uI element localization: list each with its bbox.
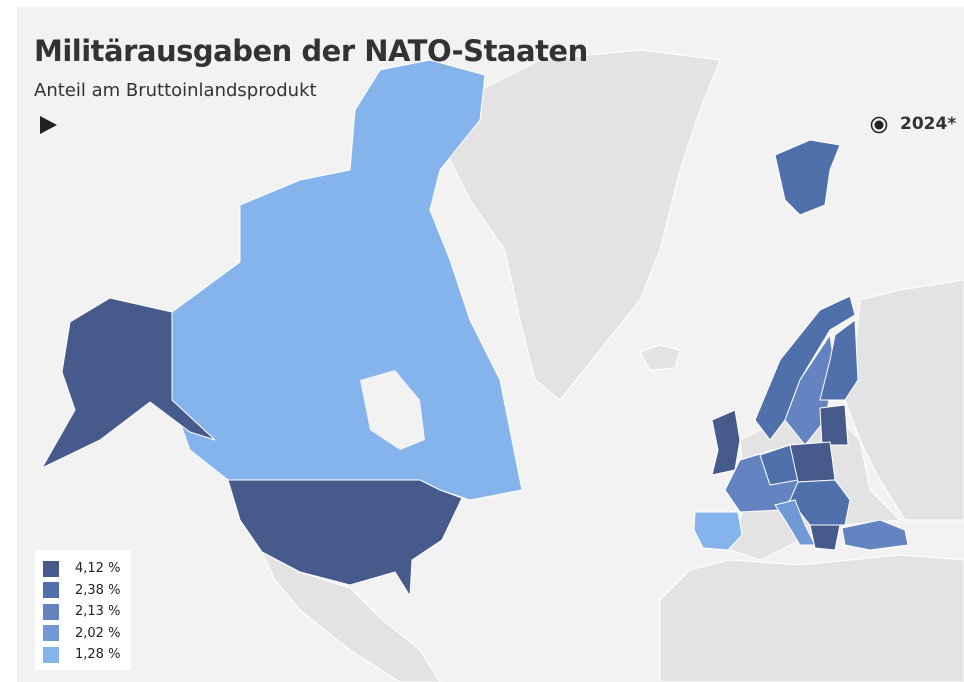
legend-label: 1,28 %	[75, 647, 121, 663]
baltics	[819, 404, 849, 446]
subtitle: Anteil am Bruttoinlandsprodukt	[34, 80, 317, 101]
legend-swatch	[43, 603, 59, 620]
legend-label: 2,38 %	[75, 582, 121, 598]
africa	[659, 554, 964, 682]
legend-swatch	[43, 582, 59, 599]
usa	[227, 479, 463, 598]
legend-swatch	[43, 560, 59, 577]
poland	[789, 441, 836, 483]
hudson-bay	[360, 370, 425, 450]
turkey	[841, 519, 909, 551]
mexico	[260, 550, 441, 682]
iceland	[639, 344, 681, 371]
finland	[819, 319, 859, 401]
year-radio[interactable]	[870, 116, 888, 134]
legend: 4,12 % 2,38 % 2,13 % 2,02 % 1,28 %	[35, 550, 131, 670]
alaska	[40, 297, 216, 470]
year-radio-dot	[874, 120, 884, 130]
legend-swatch	[43, 646, 59, 663]
legend-label: 2,13 %	[75, 604, 121, 620]
legend-label: 4,12 %	[75, 561, 121, 577]
legend-item: 2,02 %	[35, 623, 131, 645]
greece	[809, 524, 841, 551]
title: Militärausgaben der NATO-Staaten	[34, 34, 588, 68]
eastern-europe	[789, 479, 851, 526]
legend-swatch	[43, 625, 59, 642]
legend-item: 4,12 %	[35, 558, 131, 580]
year-label[interactable]: 2024*	[900, 114, 957, 134]
legend-label: 2,02 %	[75, 625, 121, 641]
legend-item: 2,13 %	[35, 601, 131, 623]
legend-item: 2,38 %	[35, 580, 131, 602]
play-button[interactable]	[40, 116, 57, 134]
spain	[693, 511, 743, 551]
greenland	[444, 49, 721, 401]
legend-item: 1,28 %	[35, 644, 131, 666]
svalbard	[774, 139, 841, 216]
uk	[711, 409, 741, 476]
norway	[754, 295, 856, 441]
